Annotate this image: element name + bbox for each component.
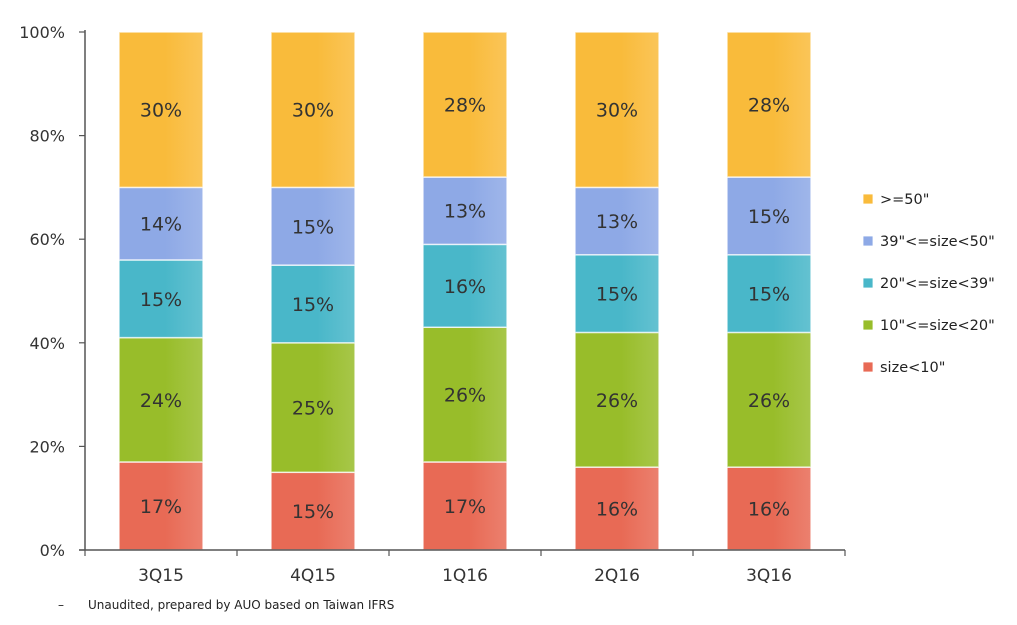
legend-swatch	[862, 235, 874, 247]
legend-label: size<10"	[880, 360, 945, 376]
data-label: 28%	[444, 95, 486, 117]
data-label: 17%	[444, 496, 486, 518]
legend-swatch	[862, 319, 874, 331]
data-label: 26%	[748, 390, 790, 412]
bar-segment	[118, 31, 204, 189]
x-category-label: 2Q16	[594, 566, 640, 586]
y-tick-label: 0%	[40, 541, 65, 560]
y-tick-label: 80%	[29, 127, 65, 146]
legend-swatch	[862, 193, 874, 205]
data-label: 13%	[596, 211, 638, 233]
bar-segment	[422, 243, 508, 329]
data-label: 15%	[292, 216, 334, 238]
data-label: 15%	[292, 501, 334, 523]
data-label: 15%	[140, 289, 182, 311]
bar-segment	[726, 466, 812, 551]
data-label: 30%	[596, 100, 638, 122]
bar-segment	[270, 471, 356, 551]
data-label: 15%	[748, 206, 790, 228]
x-category-label: 1Q16	[442, 566, 488, 586]
bar-segment	[574, 331, 660, 468]
data-label: 15%	[596, 284, 638, 306]
legend-swatch	[862, 277, 874, 289]
footnote: – Unaudited, prepared by AUO based on Tai…	[58, 598, 394, 612]
legend-swatch	[862, 361, 874, 373]
bar-segment	[422, 326, 508, 463]
legend-label: 10"<=size<20"	[880, 318, 995, 334]
bar-segment	[422, 461, 508, 551]
y-tick-label: 20%	[29, 437, 65, 456]
data-label: 16%	[444, 276, 486, 298]
y-tick-label: 100%	[19, 23, 65, 42]
legend-label: 39"<=size<50"	[880, 234, 995, 250]
data-label: 13%	[444, 201, 486, 223]
bar-segment	[574, 31, 660, 189]
data-label: 24%	[140, 390, 182, 412]
data-label: 25%	[292, 398, 334, 420]
data-label: 16%	[596, 499, 638, 521]
data-label: 15%	[748, 284, 790, 306]
bar-segment	[270, 186, 356, 266]
x-category-label: 3Q16	[746, 566, 792, 586]
bar-segment	[574, 186, 660, 256]
data-label: 28%	[748, 95, 790, 117]
legend-label: >=50"	[880, 192, 929, 208]
bar-segment	[118, 336, 204, 463]
data-label: 26%	[444, 385, 486, 407]
data-label: 15%	[292, 294, 334, 316]
data-label: 30%	[140, 100, 182, 122]
bar-segment	[726, 331, 812, 468]
footnote-dash: –	[58, 598, 64, 612]
data-label: 17%	[140, 496, 182, 518]
y-tick-label: 40%	[29, 334, 65, 353]
bar-segment	[270, 264, 356, 344]
x-category-label: 3Q15	[138, 566, 184, 586]
bar-segment	[270, 342, 356, 474]
bar-segment	[726, 31, 812, 178]
legend-label: 20"<=size<39"	[880, 276, 995, 292]
data-label: 30%	[292, 100, 334, 122]
x-category-label: 4Q15	[290, 566, 336, 586]
data-label: 16%	[748, 499, 790, 521]
bar-segment	[726, 253, 812, 334]
bar-segment	[422, 31, 508, 178]
data-label: 14%	[140, 214, 182, 236]
footnote-text: Unaudited, prepared by AUO based on Taiw…	[88, 598, 395, 612]
data-label: 26%	[596, 390, 638, 412]
bar-segment	[118, 259, 204, 339]
bar-segment	[422, 176, 508, 246]
bar-segment	[270, 31, 356, 189]
y-tick-label: 60%	[29, 230, 65, 249]
bar-segment	[574, 466, 660, 551]
